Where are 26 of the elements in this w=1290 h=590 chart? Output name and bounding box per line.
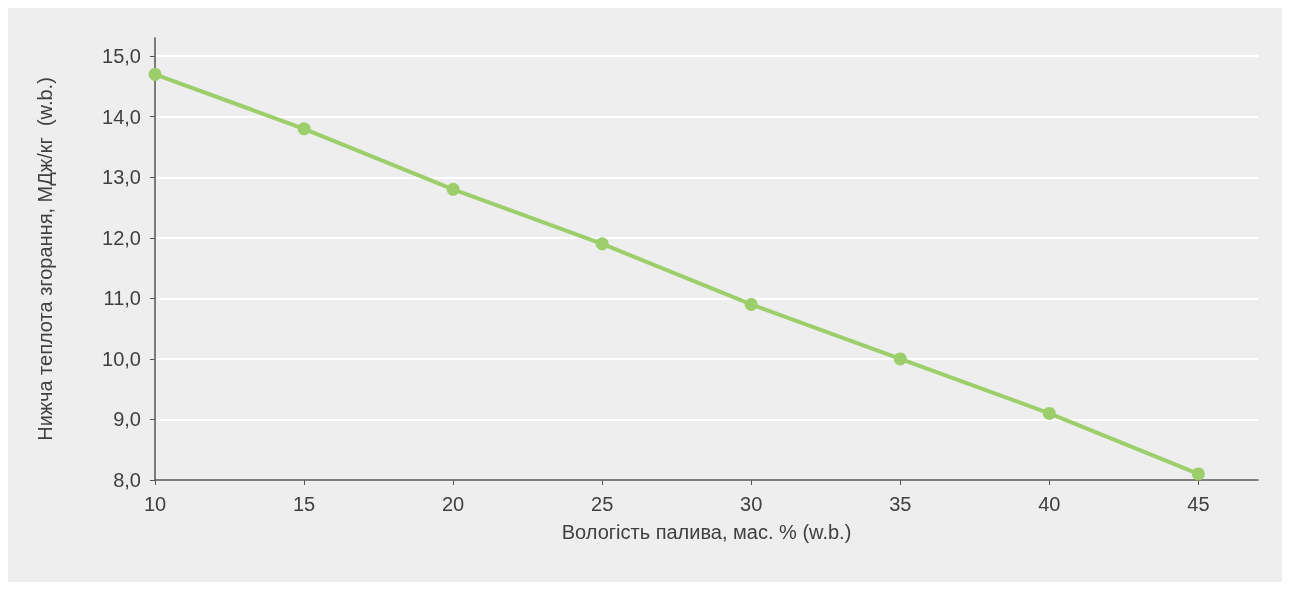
y-tick-label: 14,0 — [102, 105, 141, 128]
point — [744, 297, 758, 311]
y-tick-label: 12,0 — [102, 226, 141, 249]
x-tick-label: 35 — [889, 493, 912, 515]
x-tick-label: 25 — [591, 493, 614, 515]
x-tick-label: 40 — [1038, 493, 1061, 515]
point — [1191, 467, 1205, 481]
x-tick-label: 15 — [292, 493, 316, 515]
x-tick-label: 30 — [740, 493, 763, 515]
x-tick-label: 45 — [1187, 493, 1210, 515]
point — [148, 67, 162, 81]
y-tick-label: 10,0 — [102, 347, 141, 370]
y-axis-title: Нижча теплота згорання, МДж/кг (w.b.) — [34, 77, 56, 441]
point — [297, 122, 311, 136]
y-tick-label: 15,0 — [102, 45, 141, 68]
y-tick-label: 11,0 — [103, 287, 141, 310]
point — [893, 352, 907, 366]
x-tick-label: 20 — [441, 493, 465, 515]
point — [1042, 406, 1056, 420]
point — [446, 182, 460, 196]
point — [595, 237, 609, 251]
y-tick-label: 9,0 — [113, 408, 141, 431]
x-tick-label: 10 — [143, 493, 167, 515]
x-axis-title: Вологість палива, мас. % (w.b.) — [561, 521, 852, 543]
y-tick-label: 13,0 — [102, 166, 141, 189]
y-tick-label: 8,0 — [113, 469, 141, 491]
